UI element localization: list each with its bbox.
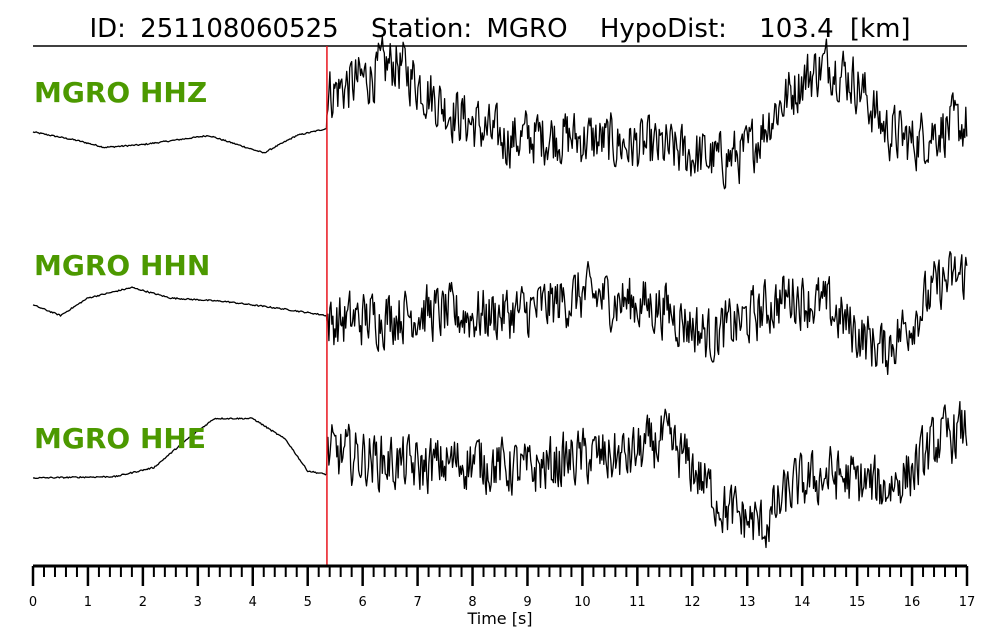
title-dist-label: HypoDist: bbox=[600, 14, 727, 44]
title-id-label: ID: bbox=[89, 14, 125, 44]
x-tick-label: 16 bbox=[904, 595, 921, 610]
x-tick-label: 5 bbox=[304, 595, 312, 610]
title-id-value: 251108060525 bbox=[140, 14, 339, 44]
x-tick-label: 4 bbox=[249, 595, 257, 610]
x-tick-label: 11 bbox=[629, 595, 646, 610]
x-axis-label: Time [s] bbox=[466, 609, 532, 628]
title-dist-value: 103.4 bbox=[759, 14, 833, 44]
x-tick-label: 8 bbox=[468, 595, 476, 610]
trace-mgro-hhe bbox=[32, 401, 968, 549]
trace-mgro-hhz bbox=[32, 36, 968, 190]
x-tick-label: 13 bbox=[739, 595, 756, 610]
x-tick-label: 15 bbox=[849, 595, 866, 610]
x-tick-label: 6 bbox=[359, 595, 367, 610]
x-tick-label: 12 bbox=[684, 595, 701, 610]
title-station-value: MGRO bbox=[486, 14, 567, 44]
x-axis: 0 1 2 3 4 5 6 7 8 9 10 11 12 13 14 15 16 17 bbox=[29, 564, 976, 610]
x-tick-label: 14 bbox=[794, 595, 811, 610]
x-tick-label: 1 bbox=[84, 595, 92, 610]
title-station-label: Station: bbox=[371, 14, 472, 44]
trace-mgro-hhn bbox=[32, 251, 968, 376]
title-dist-unit: [km] bbox=[850, 14, 911, 44]
channel-label-mgro-hhe: MGRO HHE bbox=[34, 422, 206, 455]
traces-group bbox=[32, 36, 968, 549]
x-tick-label: 9 bbox=[523, 595, 531, 610]
plot-title: ID: 251108060525 Station: MGRO HypoDist:… bbox=[89, 14, 910, 44]
x-tick-label: 7 bbox=[413, 595, 421, 610]
x-tick-label: 3 bbox=[194, 595, 202, 610]
x-tick-label: 0 bbox=[29, 595, 37, 610]
channel-label-mgro-hhn: MGRO HHN bbox=[34, 249, 210, 282]
channel-labels: MGRO HHZ MGRO HHN MGRO HHE bbox=[34, 76, 210, 455]
x-tick-label: 17 bbox=[959, 595, 976, 610]
x-tick-label: 10 bbox=[574, 595, 591, 610]
x-tick-label: 2 bbox=[139, 595, 147, 610]
channel-label-mgro-hhz: MGRO HHZ bbox=[34, 76, 207, 109]
